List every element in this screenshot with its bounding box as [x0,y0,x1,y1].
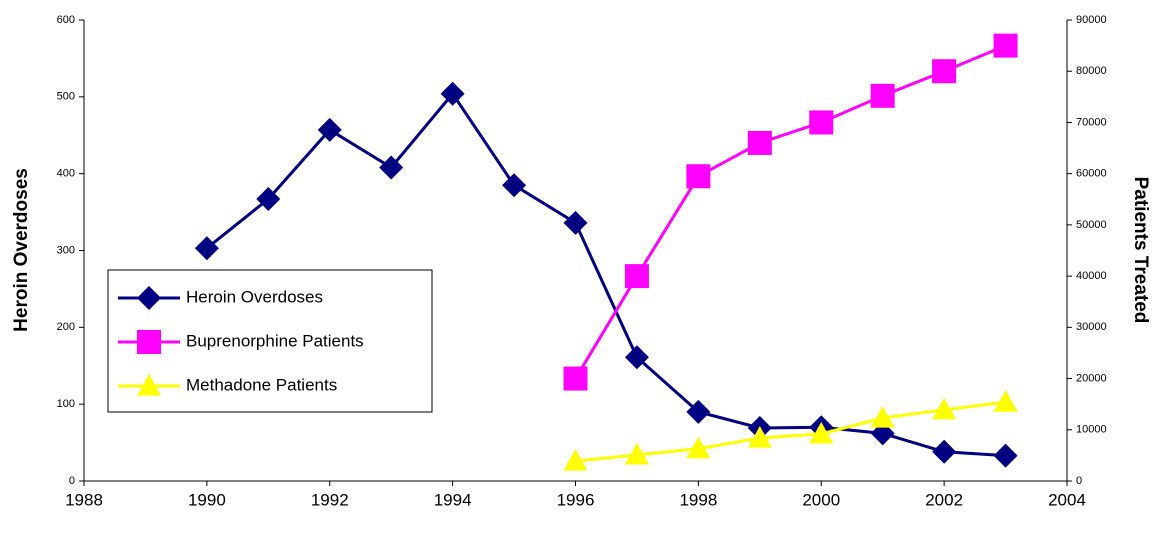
marker [747,130,772,155]
marker [809,421,834,444]
marker [747,425,772,448]
x-tick-label: 1990 [188,490,226,509]
x-tick-label: 1988 [65,490,103,509]
y-tick-label: 0 [69,475,75,487]
y2-tick-label: 50000 [1076,219,1107,231]
marker [686,164,711,189]
y2-tick-label: 10000 [1076,424,1107,436]
y2-tick-label: 0 [1076,475,1082,487]
marker [194,236,219,261]
marker [932,59,957,84]
x-tick-label: 1992 [311,490,349,509]
x-tick-label: 2002 [925,490,963,509]
y-tick-label: 400 [57,168,75,180]
marker [993,390,1018,412]
y2-axis-title: Patients Treated [1130,177,1151,324]
x-tick-label: 2004 [1048,490,1086,509]
legend-marker [137,330,161,354]
y-tick-label: 500 [57,91,75,103]
x-tick-label: 2000 [802,490,840,509]
marker [440,81,465,106]
x-tick-label: 1994 [434,490,472,509]
marker [563,210,588,235]
marker [932,397,957,420]
legend-label: Heroin Overdoses [186,287,323,306]
legend-marker [137,286,161,310]
marker [993,33,1018,58]
x-tick-label: 1996 [557,490,595,509]
legend-label: Methadone Patients [186,375,337,394]
legend-marker [137,374,161,396]
marker [686,436,711,459]
marker [317,117,342,142]
marker [870,405,895,428]
marker [932,439,957,464]
marker [563,366,588,391]
y2-tick-label: 60000 [1076,168,1107,180]
marker [379,155,404,180]
marker [624,345,649,370]
y-tick-label: 200 [57,321,75,333]
y2-tick-label: 70000 [1076,116,1107,128]
marker [624,442,649,465]
marker [809,110,834,135]
y-tick-label: 100 [57,398,75,410]
y-axis-title: Heroin Overdoses [11,168,32,332]
y2-tick-label: 40000 [1076,270,1107,282]
legend-label: Buprenorphine Patients [186,331,364,350]
y2-tick-label: 30000 [1076,321,1107,333]
x-tick-label: 1998 [679,490,717,509]
y-tick-label: 300 [57,244,75,256]
marker [870,83,895,108]
marker [563,449,588,471]
y2-tick-label: 80000 [1076,65,1107,77]
y-tick-label: 600 [57,14,75,26]
series-line [574,44,1007,380]
y2-tick-label: 90000 [1076,14,1107,26]
y2-tick-label: 20000 [1076,372,1107,384]
series-line [575,400,1006,463]
marker [256,187,281,212]
marker [686,399,711,424]
marker [993,443,1018,468]
marker [624,264,649,289]
marker [502,173,527,198]
